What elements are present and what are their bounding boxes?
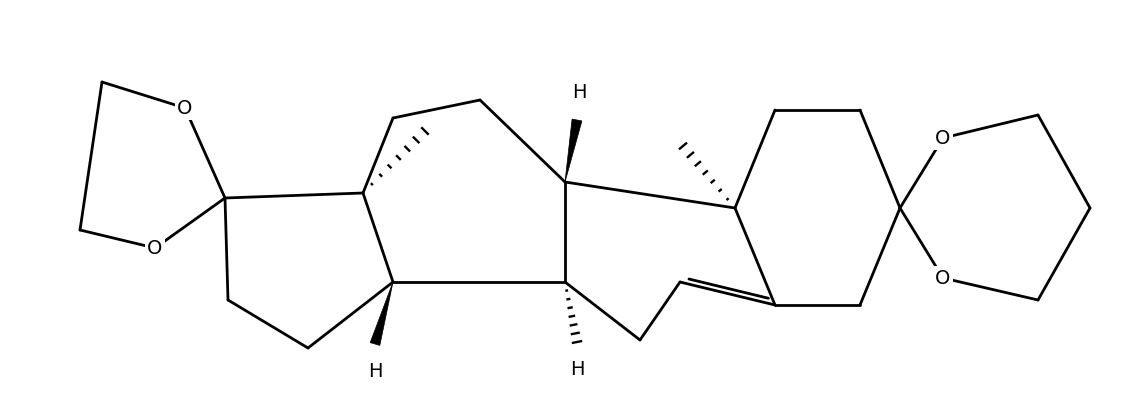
Text: H: H — [368, 362, 383, 381]
Text: O: O — [935, 268, 951, 288]
Polygon shape — [565, 119, 582, 182]
Text: O: O — [935, 128, 951, 148]
Text: H: H — [570, 360, 584, 379]
Text: O: O — [178, 99, 193, 117]
Text: H: H — [572, 83, 587, 102]
Polygon shape — [370, 282, 393, 345]
Text: O: O — [148, 239, 163, 257]
